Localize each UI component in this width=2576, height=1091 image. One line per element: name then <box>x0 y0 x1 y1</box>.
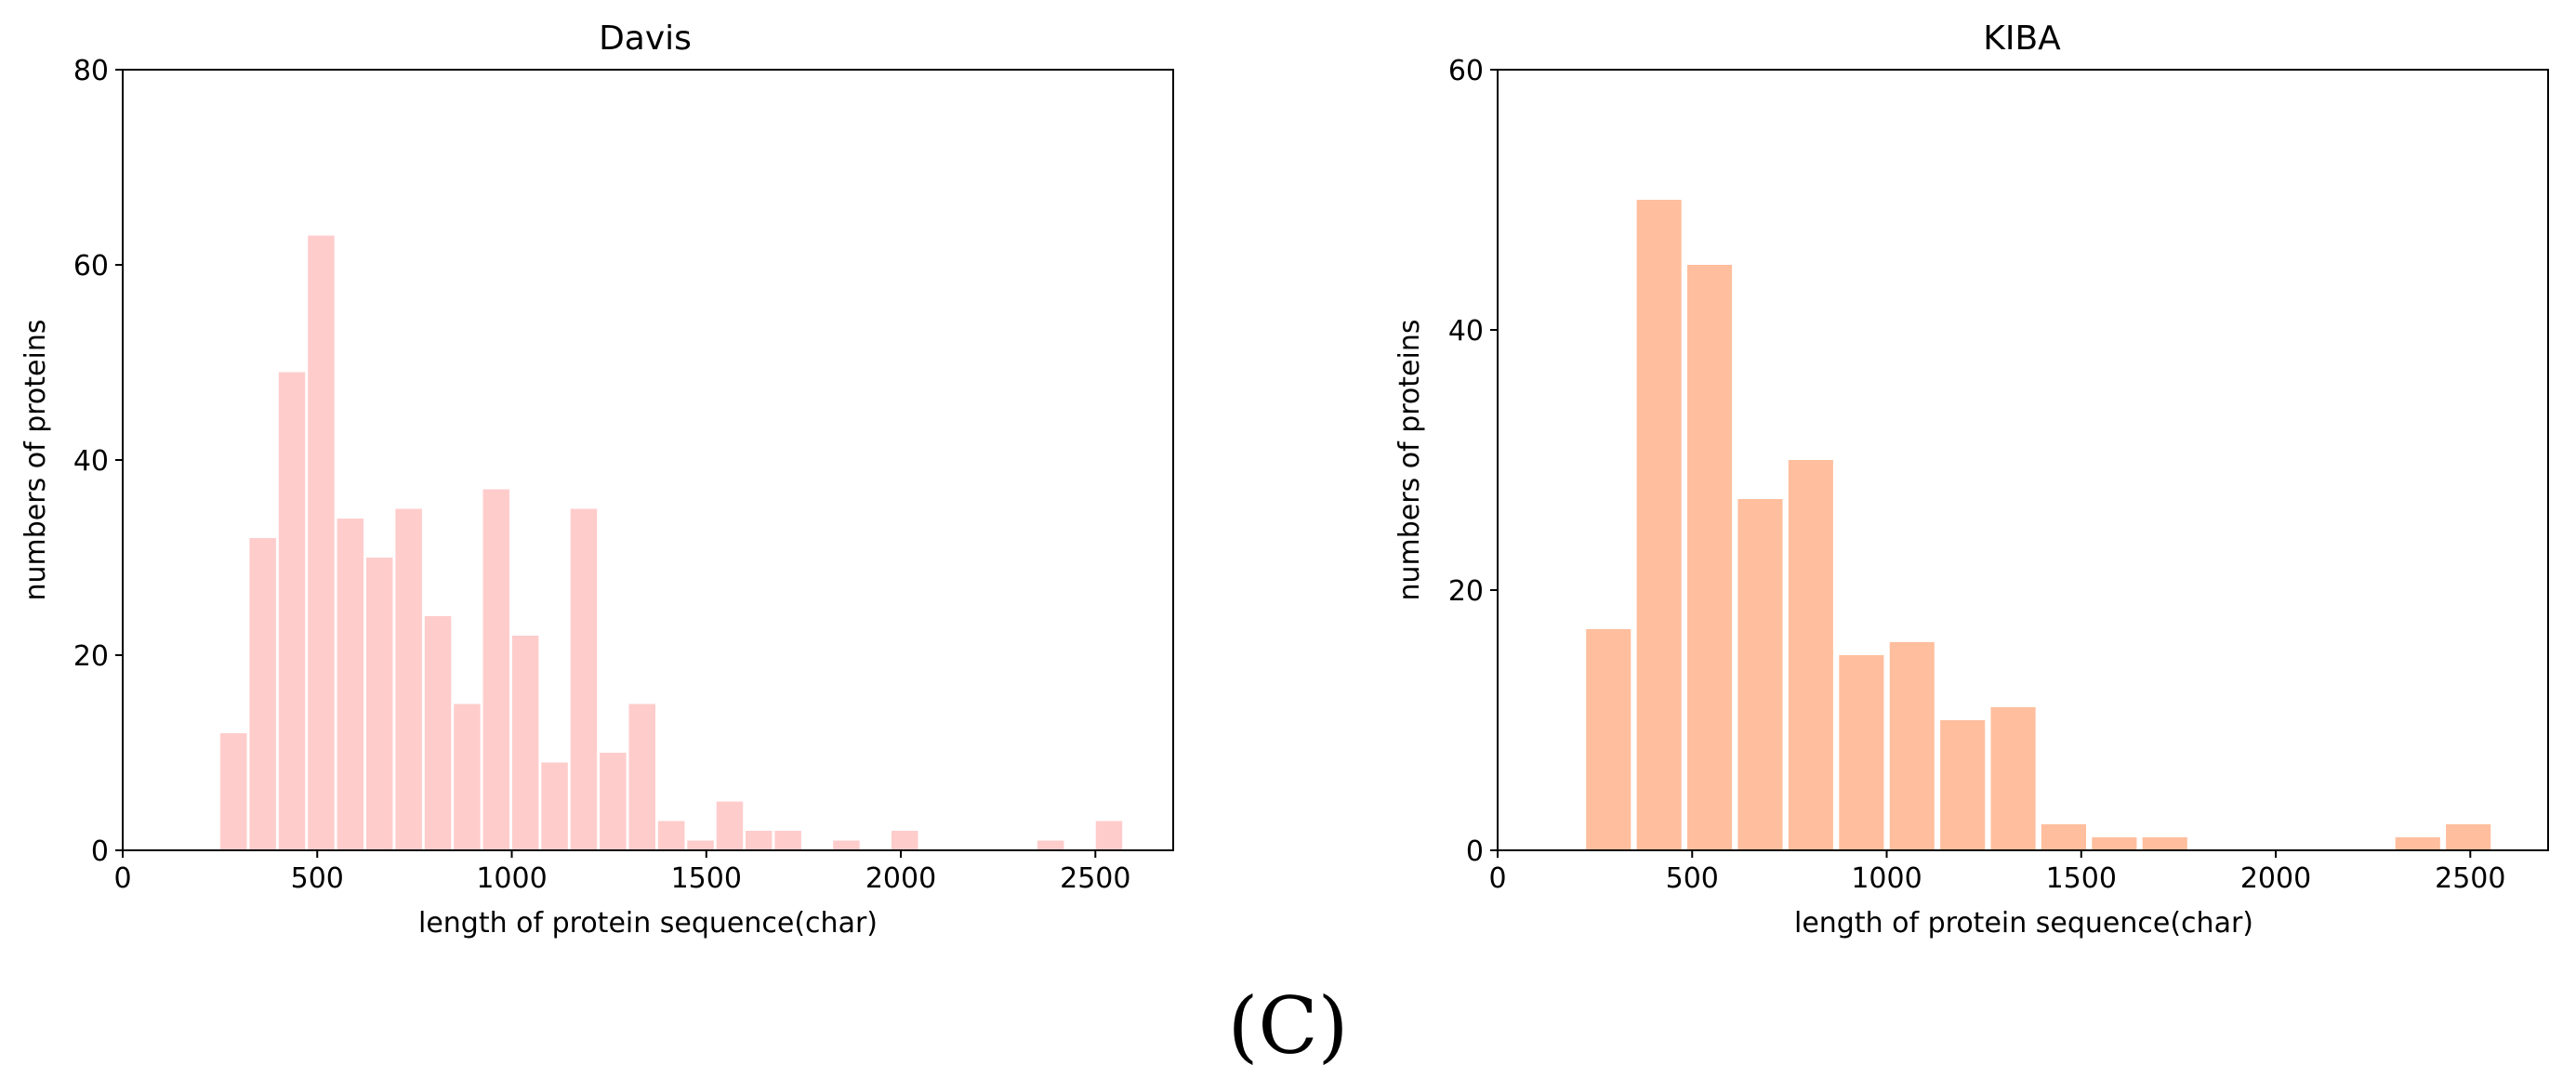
histogram-bar <box>1990 707 2036 850</box>
x-axis-ticks: 0 500 1000 1500 2000 2500 <box>113 850 1130 895</box>
y-axis-label: numbers of proteins <box>20 320 52 601</box>
davis-chart: Davis 0 500 1000 1500 2000 2500 0 20 40 60 80 len… <box>20 20 1174 940</box>
histogram-bar <box>2395 837 2440 850</box>
x-tick-label: 0 <box>113 862 131 895</box>
x-axis-label: length of protein sequence(char) <box>418 907 878 940</box>
y-tick-label: 60 <box>73 250 109 283</box>
x-tick-label: 1500 <box>2046 862 2117 895</box>
kiba-chart: KIBA 0 500 1000 1500 2000 2500 0 20 40 60 length… <box>1394 20 2549 940</box>
x-tick-label: 0 <box>1488 862 1506 895</box>
y-tick-label: 40 <box>73 445 109 478</box>
histogram-bar <box>1737 499 1783 850</box>
chart-title: KIBA <box>1983 20 2061 58</box>
histogram-bar <box>337 519 364 850</box>
y-tick-label: 80 <box>73 55 109 87</box>
histogram-bar <box>774 831 801 850</box>
histogram-bar <box>454 703 481 850</box>
histogram-bar <box>1839 655 1884 850</box>
x-tick-label: 1000 <box>1851 862 1922 895</box>
histogram-bar <box>482 489 509 850</box>
bar-group <box>1586 200 2491 850</box>
histogram-bar <box>1889 642 1935 850</box>
histogram-bar <box>746 831 773 850</box>
x-tick-label: 2000 <box>2240 862 2311 895</box>
bar-group <box>220 235 1123 850</box>
histogram-bar <box>628 703 655 850</box>
histogram-bar <box>892 831 918 850</box>
histogram-bar <box>2142 837 2187 850</box>
histogram-bar <box>570 508 598 850</box>
histogram-bar <box>278 372 306 850</box>
histogram-bar <box>395 508 422 850</box>
histogram-bar <box>1095 821 1123 850</box>
histogram-bar <box>249 538 276 850</box>
histogram-bar <box>2446 824 2491 850</box>
y-tick-label: 20 <box>73 640 109 673</box>
histogram-bar <box>424 616 452 850</box>
x-tick-label: 2500 <box>2435 862 2505 895</box>
histogram-bar <box>2041 824 2086 850</box>
y-axis-ticks: 0 20 40 60 <box>1448 55 1498 868</box>
y-tick-label: 0 <box>91 835 109 868</box>
plot-frame <box>1497 69 2549 851</box>
x-tick-label: 2000 <box>865 862 936 895</box>
figure-caption: (C) <box>1227 980 1349 1071</box>
histogram-bar <box>1586 629 1631 850</box>
histogram-bar <box>541 762 568 850</box>
histogram-bar <box>366 558 393 850</box>
y-tick-label: 20 <box>1448 575 1484 608</box>
y-axis-ticks: 0 20 40 60 80 <box>73 55 123 868</box>
histogram-bar <box>657 821 685 850</box>
x-axis-label: length of protein sequence(char) <box>1794 907 2253 940</box>
histogram-bar <box>1687 265 1733 850</box>
y-axis-label: numbers of proteins <box>1394 320 1426 601</box>
x-tick-label: 2500 <box>1060 862 1130 895</box>
y-tick-label: 40 <box>1448 315 1484 348</box>
chart-title: Davis <box>599 20 692 58</box>
histogram-bar <box>600 753 627 850</box>
histogram-bar <box>220 733 247 850</box>
histogram-bar <box>687 840 714 850</box>
histogram-bar <box>1788 460 1833 850</box>
histogram-bar <box>308 235 335 850</box>
y-tick-label: 60 <box>1448 55 1484 87</box>
histogram-bar <box>833 840 860 850</box>
x-tick-label: 1000 <box>476 862 547 895</box>
histogram-bar <box>1037 840 1064 850</box>
x-tick-label: 500 <box>1666 862 1719 895</box>
histogram-bar <box>1636 200 1682 850</box>
x-tick-label: 1500 <box>671 862 742 895</box>
x-axis-ticks: 0 500 1000 1500 2000 2500 <box>1488 850 2505 895</box>
histogram-bar <box>1940 720 1986 850</box>
y-tick-label: 0 <box>1466 835 1484 868</box>
histogram-bar <box>511 636 539 850</box>
x-tick-label: 500 <box>291 862 344 895</box>
histogram-bar <box>716 801 744 850</box>
histogram-bar <box>2092 837 2137 850</box>
